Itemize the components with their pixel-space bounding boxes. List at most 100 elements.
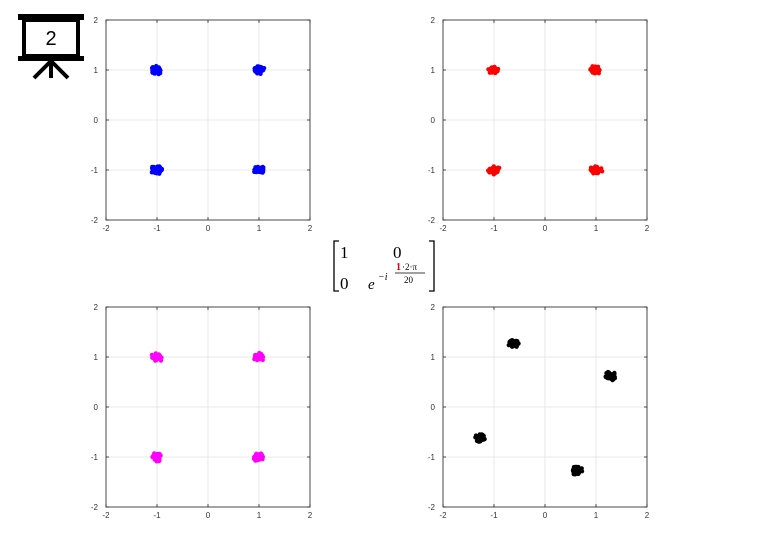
- data-point: [153, 455, 158, 460]
- y-tick-label: 1: [94, 353, 99, 362]
- matrix-a12: 0: [393, 243, 402, 262]
- data-point: [159, 167, 164, 173]
- matrix-a11: 1: [340, 243, 349, 262]
- data-point: [497, 165, 502, 170]
- x-tick-label: 1: [257, 224, 262, 233]
- x-tick-label: 2: [645, 224, 650, 233]
- x-tick-label: -1: [490, 224, 498, 233]
- x-tick-label: 1: [594, 511, 599, 520]
- point-cluster: [486, 164, 502, 177]
- x-tick-label: -1: [153, 224, 161, 233]
- data-point: [486, 67, 491, 72]
- point-cluster: [149, 63, 163, 77]
- data-point: [258, 166, 263, 171]
- point-cluster: [570, 464, 585, 477]
- data-point: [254, 165, 259, 171]
- y-tick-label: 1: [431, 353, 436, 362]
- x-tick-label: 1: [594, 224, 599, 233]
- data-point: [492, 167, 498, 172]
- matrix-a22-exp-prefix: −i: [378, 272, 388, 283]
- presentation-board-icon: [18, 14, 84, 80]
- matrix-a22-exp-highlight: 1: [396, 262, 401, 273]
- matrix-a22-exp-denominator: 20: [404, 275, 414, 285]
- data-point: [473, 434, 478, 439]
- x-tick-label: 2: [308, 224, 313, 233]
- y-tick-label: -2: [91, 503, 99, 512]
- y-tick-label: -2: [428, 216, 436, 225]
- data-point: [605, 372, 610, 377]
- data-point: [590, 168, 595, 173]
- matrix-a21: 0: [340, 274, 349, 293]
- data-point: [606, 376, 611, 381]
- y-tick-label: -2: [428, 503, 436, 512]
- data-point: [154, 354, 159, 359]
- point-cluster: [252, 164, 266, 175]
- data-point: [153, 169, 158, 174]
- data-point: [153, 68, 158, 73]
- x-tick-label: 0: [543, 224, 548, 233]
- y-tick-label: 2: [431, 303, 436, 312]
- point-cluster: [252, 350, 266, 363]
- data-point: [256, 355, 262, 360]
- point-cluster: [149, 351, 164, 363]
- right-bracket: [429, 240, 435, 292]
- scatter-plot-bottom-left: -2 -1 0 1 2 2 1 0 -1 -2: [91, 303, 313, 520]
- data-point: [259, 65, 264, 70]
- data-point: [594, 170, 599, 175]
- data-point: [593, 166, 598, 171]
- data-point: [156, 456, 161, 462]
- y-tick-label: 0: [431, 116, 436, 125]
- point-cluster: [149, 164, 165, 176]
- scatter-plot-top-left: -2 -1 0 1 2 2 1 0 -1 -2: [91, 16, 313, 233]
- data-point: [510, 340, 516, 345]
- x-tick-label: 2: [308, 511, 313, 520]
- data-point: [157, 353, 162, 358]
- scatter-plot-top-right: -2 -1 0 1 2 2 1 0 -1 -2: [428, 16, 650, 233]
- scatter-plot-bottom-right: -2 -1 0 1 2 2 1 0 -1 -2: [428, 303, 650, 520]
- x-tick-label: -2: [439, 224, 447, 233]
- x-tick-label: -2: [102, 511, 110, 520]
- data-point: [254, 451, 259, 456]
- data-point: [156, 453, 161, 458]
- x-tick-label: -1: [153, 511, 161, 520]
- data-point: [486, 168, 491, 173]
- data-point: [489, 66, 494, 71]
- x-tick-label: 1: [257, 511, 262, 520]
- point-cluster: [486, 64, 501, 76]
- y-tick-label: 1: [431, 66, 436, 75]
- point-cluster: [588, 64, 602, 76]
- left-bracket: [333, 240, 339, 292]
- data-point: [610, 376, 615, 381]
- y-tick-label: -1: [428, 166, 436, 175]
- x-tick-label: 2: [645, 511, 650, 520]
- y-tick-label: 2: [94, 303, 99, 312]
- y-tick-label: 2: [431, 16, 436, 25]
- matrix-a22-base: e: [368, 277, 375, 293]
- data-point: [599, 166, 604, 171]
- y-tick-label: 0: [94, 403, 99, 412]
- point-cluster: [252, 64, 267, 76]
- x-tick-label: 0: [206, 224, 211, 233]
- y-tick-label: 0: [431, 403, 436, 412]
- x-tick-label: -2: [439, 511, 447, 520]
- y-tick-label: -1: [428, 453, 436, 462]
- data-point: [257, 69, 262, 75]
- x-tick-label: -2: [102, 224, 110, 233]
- y-tick-label: 2: [94, 16, 99, 25]
- point-cluster: [603, 369, 618, 383]
- data-point: [157, 171, 162, 176]
- phase-matrix: 1 0 0 e −i 1 ·2·π 20: [333, 240, 435, 293]
- point-cluster: [150, 451, 163, 464]
- point-cluster: [506, 338, 521, 349]
- data-point: [514, 342, 519, 347]
- slide-number: 2: [45, 27, 57, 50]
- x-tick-label: 0: [206, 511, 211, 520]
- data-point: [576, 471, 581, 476]
- data-point: [478, 436, 483, 441]
- data-point: [572, 470, 577, 475]
- y-tick-label: -2: [91, 216, 99, 225]
- matrix-a22-exp-numerator: ·2·π: [402, 262, 417, 272]
- point-cluster: [588, 164, 605, 176]
- point-cluster: [251, 451, 265, 463]
